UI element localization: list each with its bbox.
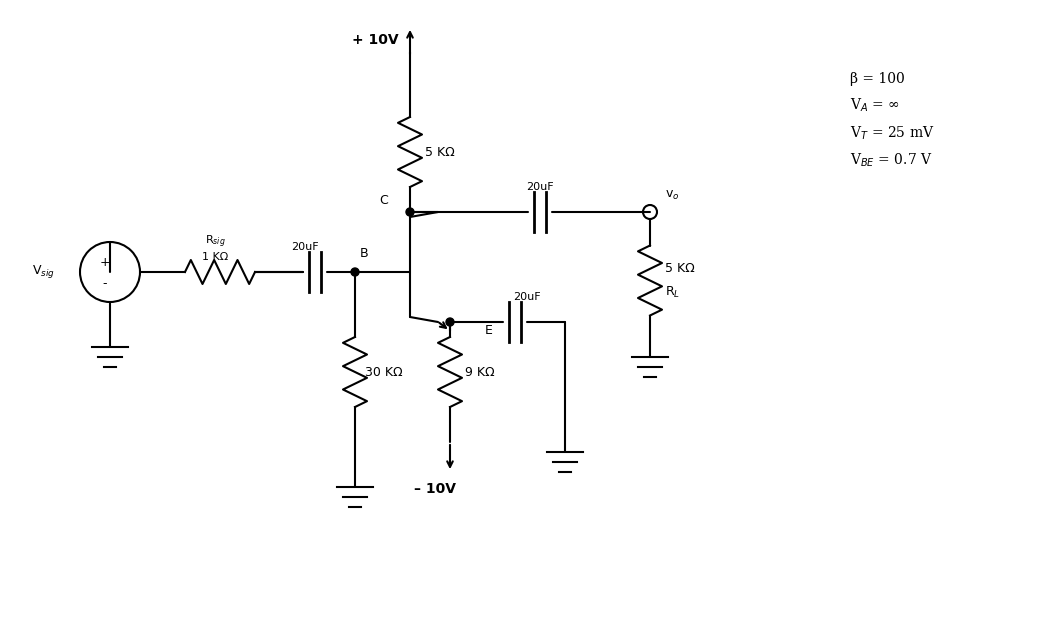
Text: R$_L$: R$_L$ — [665, 285, 680, 300]
Text: R$_{sig}$: R$_{sig}$ — [204, 234, 225, 250]
Text: 20uF: 20uF — [526, 182, 553, 192]
Text: 5 KΩ: 5 KΩ — [425, 146, 454, 159]
Text: 5 KΩ: 5 KΩ — [665, 262, 695, 275]
Text: β = 100
V$_A$ = ∞
V$_T$ = 25 mV
V$_{BE}$ = 0.7 V: β = 100 V$_A$ = ∞ V$_T$ = 25 mV V$_{BE}$… — [850, 72, 935, 169]
Text: 20uF: 20uF — [514, 292, 541, 302]
Text: -: - — [103, 277, 107, 290]
Text: + 10V: + 10V — [352, 33, 398, 47]
Text: E: E — [485, 324, 493, 337]
Circle shape — [351, 268, 359, 276]
Text: B: B — [359, 247, 369, 260]
Text: 9 KΩ: 9 KΩ — [465, 366, 495, 379]
Text: v$_o$: v$_o$ — [665, 189, 679, 202]
Circle shape — [446, 318, 454, 326]
Text: +: + — [100, 256, 110, 269]
Text: 1 KΩ: 1 KΩ — [202, 252, 228, 262]
Text: 30 KΩ: 30 KΩ — [365, 366, 402, 379]
Circle shape — [406, 208, 414, 216]
Text: C: C — [379, 194, 388, 207]
Text: V$_{sig}$: V$_{sig}$ — [32, 264, 55, 281]
Text: – 10V: – 10V — [414, 482, 456, 496]
Text: 20uF: 20uF — [291, 242, 319, 252]
